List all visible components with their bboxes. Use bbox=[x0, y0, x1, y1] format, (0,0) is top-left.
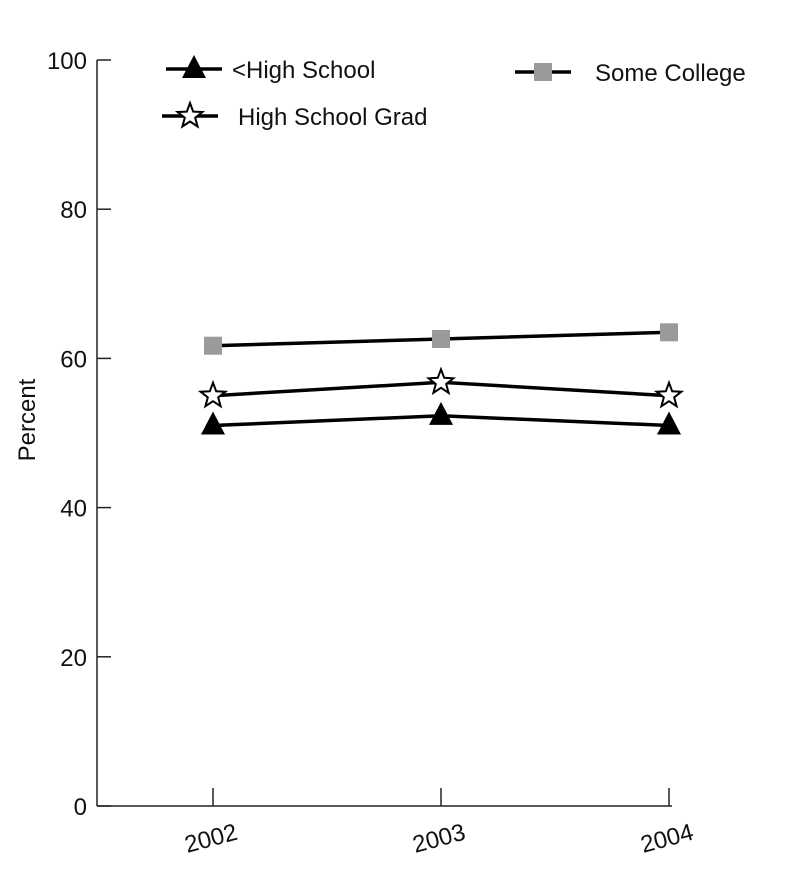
x-tick-label: 2002 bbox=[182, 819, 241, 859]
legend-item: High School Grad bbox=[162, 100, 427, 131]
legend: <High School High School Grad Some College bbox=[162, 55, 746, 131]
star-marker-point bbox=[197, 379, 229, 409]
legend-triangle-icon bbox=[182, 55, 206, 78]
x-tick-label: 2003 bbox=[410, 819, 469, 859]
series-square bbox=[204, 323, 678, 355]
y-axis-label: Percent bbox=[14, 378, 41, 461]
legend-item: <High School bbox=[166, 55, 375, 84]
y-tick-label: 40 bbox=[60, 496, 87, 523]
legend-label: Some College bbox=[595, 60, 746, 87]
star-marker-point bbox=[425, 366, 457, 396]
y-tick-label: 60 bbox=[60, 346, 87, 373]
legend-label: High School Grad bbox=[238, 104, 427, 131]
x-axis bbox=[97, 788, 672, 807]
triangle-marker-point bbox=[657, 411, 681, 435]
x-tick-label: 2004 bbox=[638, 819, 697, 859]
star-marker-point bbox=[653, 379, 685, 409]
y-tick-label: 20 bbox=[60, 645, 87, 672]
square-marker-point bbox=[204, 336, 222, 355]
triangle-marker-point bbox=[201, 411, 225, 435]
legend-square-icon bbox=[534, 63, 552, 81]
y-tick-labels: 0 20 40 60 80 100 bbox=[47, 48, 87, 821]
y-axis bbox=[96, 59, 111, 807]
series-star bbox=[197, 366, 685, 409]
y-tick-label: 80 bbox=[60, 197, 87, 224]
series-triangle bbox=[201, 401, 681, 435]
y-tick-label: 100 bbox=[47, 48, 87, 75]
square-marker-point bbox=[432, 330, 450, 349]
legend-item: Some College bbox=[515, 60, 746, 87]
series-layer bbox=[197, 323, 685, 435]
y-tick-label: 0 bbox=[74, 794, 87, 821]
legend-label: <High School bbox=[232, 57, 375, 84]
square-marker-point bbox=[660, 323, 678, 342]
triangle-marker-point bbox=[429, 401, 453, 425]
x-tick-labels: 2002 2003 2004 bbox=[182, 819, 697, 859]
legend-star-icon bbox=[174, 100, 206, 129]
